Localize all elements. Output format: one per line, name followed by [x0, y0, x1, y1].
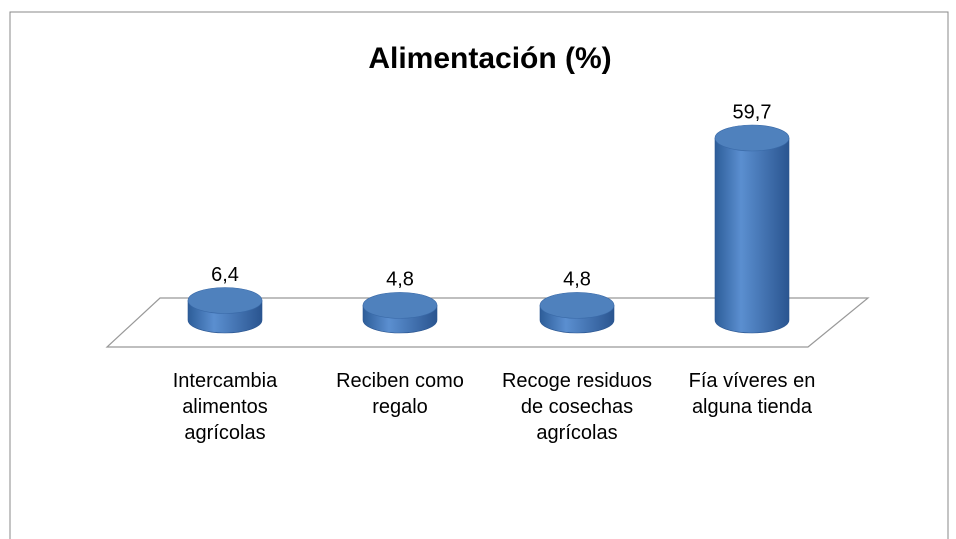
data-label: 4,8 [563, 269, 591, 291]
data-label: 4,8 [386, 269, 414, 291]
x-tick-label: Fía víveres en alguna tienda [688, 370, 816, 418]
bar [362, 292, 438, 334]
x-tick-label: Recoge residuos de cosechas agrícolas [501, 370, 653, 444]
floor [105, 297, 870, 348]
bar-top [362, 292, 438, 319]
x-tick-label: Reciben como regalo [336, 370, 464, 418]
chart-border [9, 11, 949, 539]
bar-top [539, 292, 615, 319]
chart-title: Alimentación (%) [368, 42, 611, 75]
bar [539, 292, 615, 334]
data-label: 59,7 [733, 101, 772, 123]
data-label: 6,4 [211, 264, 239, 286]
bar [714, 124, 790, 334]
bar-top [714, 124, 790, 152]
bar [187, 287, 263, 334]
x-tick-label: Intercambia alimentos agrícolas [172, 370, 278, 444]
bar-body [714, 137, 790, 334]
bar-top [187, 287, 263, 314]
